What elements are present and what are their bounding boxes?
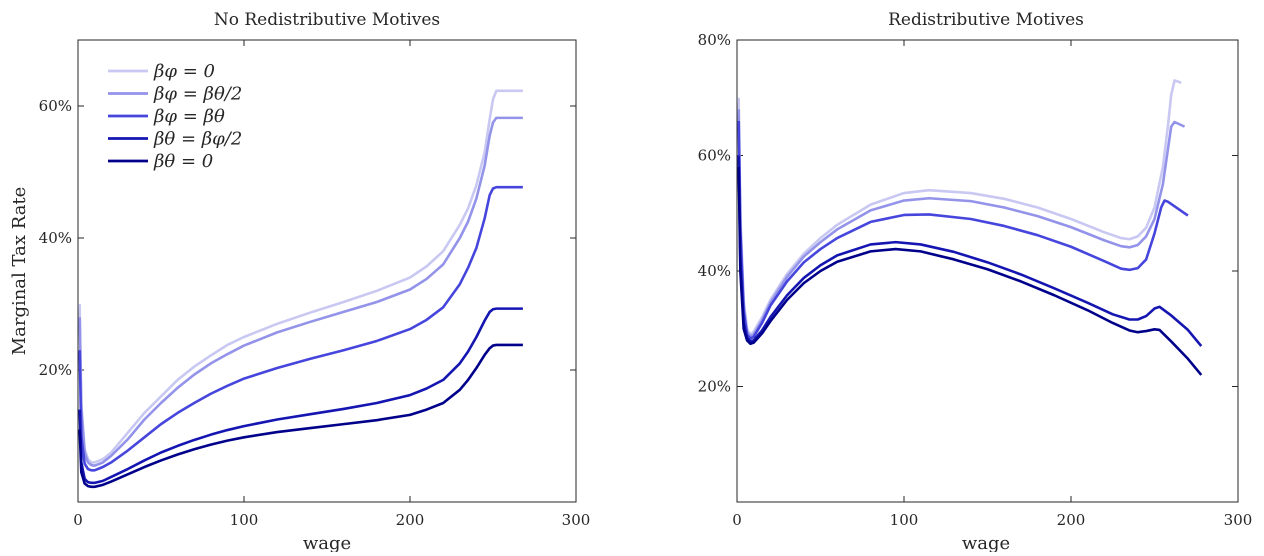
y-tick-label: 20%	[698, 378, 731, 396]
y-tick-label: 80%	[698, 31, 731, 49]
panel-no-redistributive: No Redistributive Motives 0 100 200 300 20% 4…	[9, 10, 591, 554]
series-group	[737, 79, 1203, 376]
series-line-4	[737, 155, 1203, 347]
series-line-1	[737, 79, 1182, 336]
series-line-2	[78, 116, 523, 467]
series-line-3	[737, 120, 1189, 340]
legend-label: βφ = βθ	[153, 106, 225, 127]
y-axis-label: Marginal Tax Rate	[9, 187, 30, 356]
x-tick-label: 0	[732, 511, 742, 529]
series-line-3	[78, 185, 523, 472]
legend-label: βθ = βφ/2	[153, 129, 242, 150]
series-line-2	[737, 109, 1186, 338]
series-line-5	[78, 343, 523, 489]
x-tick-label: 300	[562, 511, 591, 529]
x-tick-label: 100	[230, 511, 259, 529]
x-tick-label: 300	[1224, 511, 1253, 529]
y-tick-label: 60%	[698, 147, 731, 165]
y-tick-label: 20%	[39, 361, 72, 379]
x-tick-label: 200	[1057, 511, 1086, 529]
series-line-4	[78, 307, 523, 485]
y-tick-label: 40%	[698, 262, 731, 280]
legend-label: βθ = 0	[153, 151, 213, 172]
x-axis-label: wage	[962, 533, 1010, 552]
panel-redistributive: Redistributive Motives 0 100 200 300 20% 40% 6…	[698, 10, 1253, 554]
ticks-group: 0 100 200 300 20% 40% 60% 80%	[698, 31, 1253, 529]
series-group	[78, 89, 523, 489]
panel-title: No Redistributive Motives	[214, 10, 440, 30]
series-line-5	[737, 167, 1203, 376]
plot-frame	[77, 39, 577, 503]
legend-label: βφ = 0	[153, 61, 215, 82]
x-axis-label: wage	[303, 533, 351, 552]
legend-label: βφ = βθ/2	[153, 84, 242, 105]
x-tick-label: 100	[890, 511, 919, 529]
ticks-group: 0 100 200 300 20% 40% 60%	[39, 40, 591, 529]
panel-title: Redistributive Motives	[888, 10, 1084, 30]
series-line-1	[78, 89, 523, 464]
y-tick-label: 40%	[39, 229, 72, 247]
y-tick-label: 60%	[39, 97, 72, 115]
x-tick-label: 200	[396, 511, 425, 529]
x-tick-label: 0	[73, 511, 83, 529]
